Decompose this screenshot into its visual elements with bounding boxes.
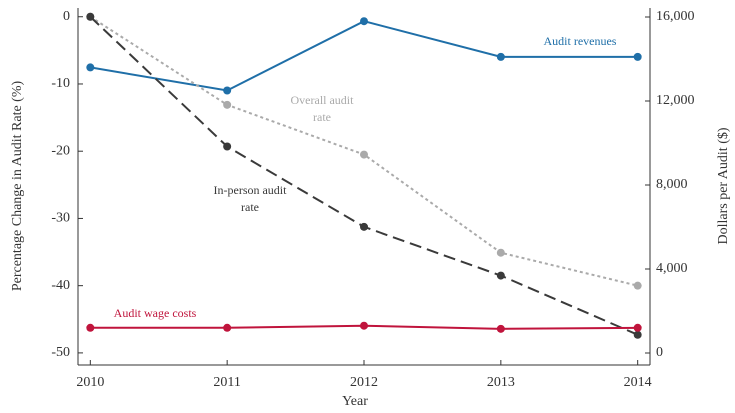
series-point xyxy=(223,142,232,151)
series-label: Audit revenues xyxy=(543,34,617,48)
y-tick-label: -40 xyxy=(51,278,70,293)
series-point xyxy=(496,52,505,61)
series-label: In-person audit rate xyxy=(213,183,287,214)
series-line xyxy=(90,20,638,92)
y2-tick-label: 16,000 xyxy=(656,9,695,24)
series-label: Audit wage costs xyxy=(113,306,197,320)
series-label: Overall audit rate xyxy=(290,93,354,124)
series-point xyxy=(223,323,232,332)
y-tick-label: 0 xyxy=(63,9,70,24)
series-point xyxy=(360,321,368,330)
series-point xyxy=(360,222,368,231)
series-point xyxy=(223,86,232,95)
y2-tick-label: 4,000 xyxy=(656,261,688,276)
y2-tick-label: 8,000 xyxy=(656,177,688,192)
x-tick-label: 2012 xyxy=(350,375,378,390)
y-tick-label: -50 xyxy=(51,345,70,360)
series-point xyxy=(360,150,368,159)
y-tick-label: -10 xyxy=(51,76,70,91)
y2-tick-label: 12,000 xyxy=(656,93,695,108)
y2-tick-label: 0 xyxy=(656,345,663,360)
x-tick-label: 2014 xyxy=(624,375,652,390)
series-point xyxy=(360,17,368,26)
series-point xyxy=(223,100,232,109)
series-line xyxy=(89,16,639,336)
series-point xyxy=(86,63,95,72)
series-point xyxy=(496,271,505,280)
y-tick-label: -20 xyxy=(51,143,70,158)
y-axis-label: Percentage Change in Audit Rate (%) xyxy=(10,81,25,292)
series-point xyxy=(496,248,505,257)
series-point xyxy=(633,52,642,61)
x-axis-label: Year xyxy=(342,394,368,409)
series-point xyxy=(633,330,642,339)
y2-axis-label: Dollars per Audit ($) xyxy=(716,127,731,244)
x-tick-label: 2010 xyxy=(76,375,104,390)
series-point xyxy=(86,323,95,332)
series-point xyxy=(86,12,95,21)
series-point xyxy=(496,324,505,333)
series-point xyxy=(633,281,642,290)
series-point xyxy=(633,323,642,332)
x-tick-label: 2013 xyxy=(487,375,515,390)
x-tick-label: 2011 xyxy=(213,375,240,390)
y-tick-label: -30 xyxy=(51,211,70,226)
